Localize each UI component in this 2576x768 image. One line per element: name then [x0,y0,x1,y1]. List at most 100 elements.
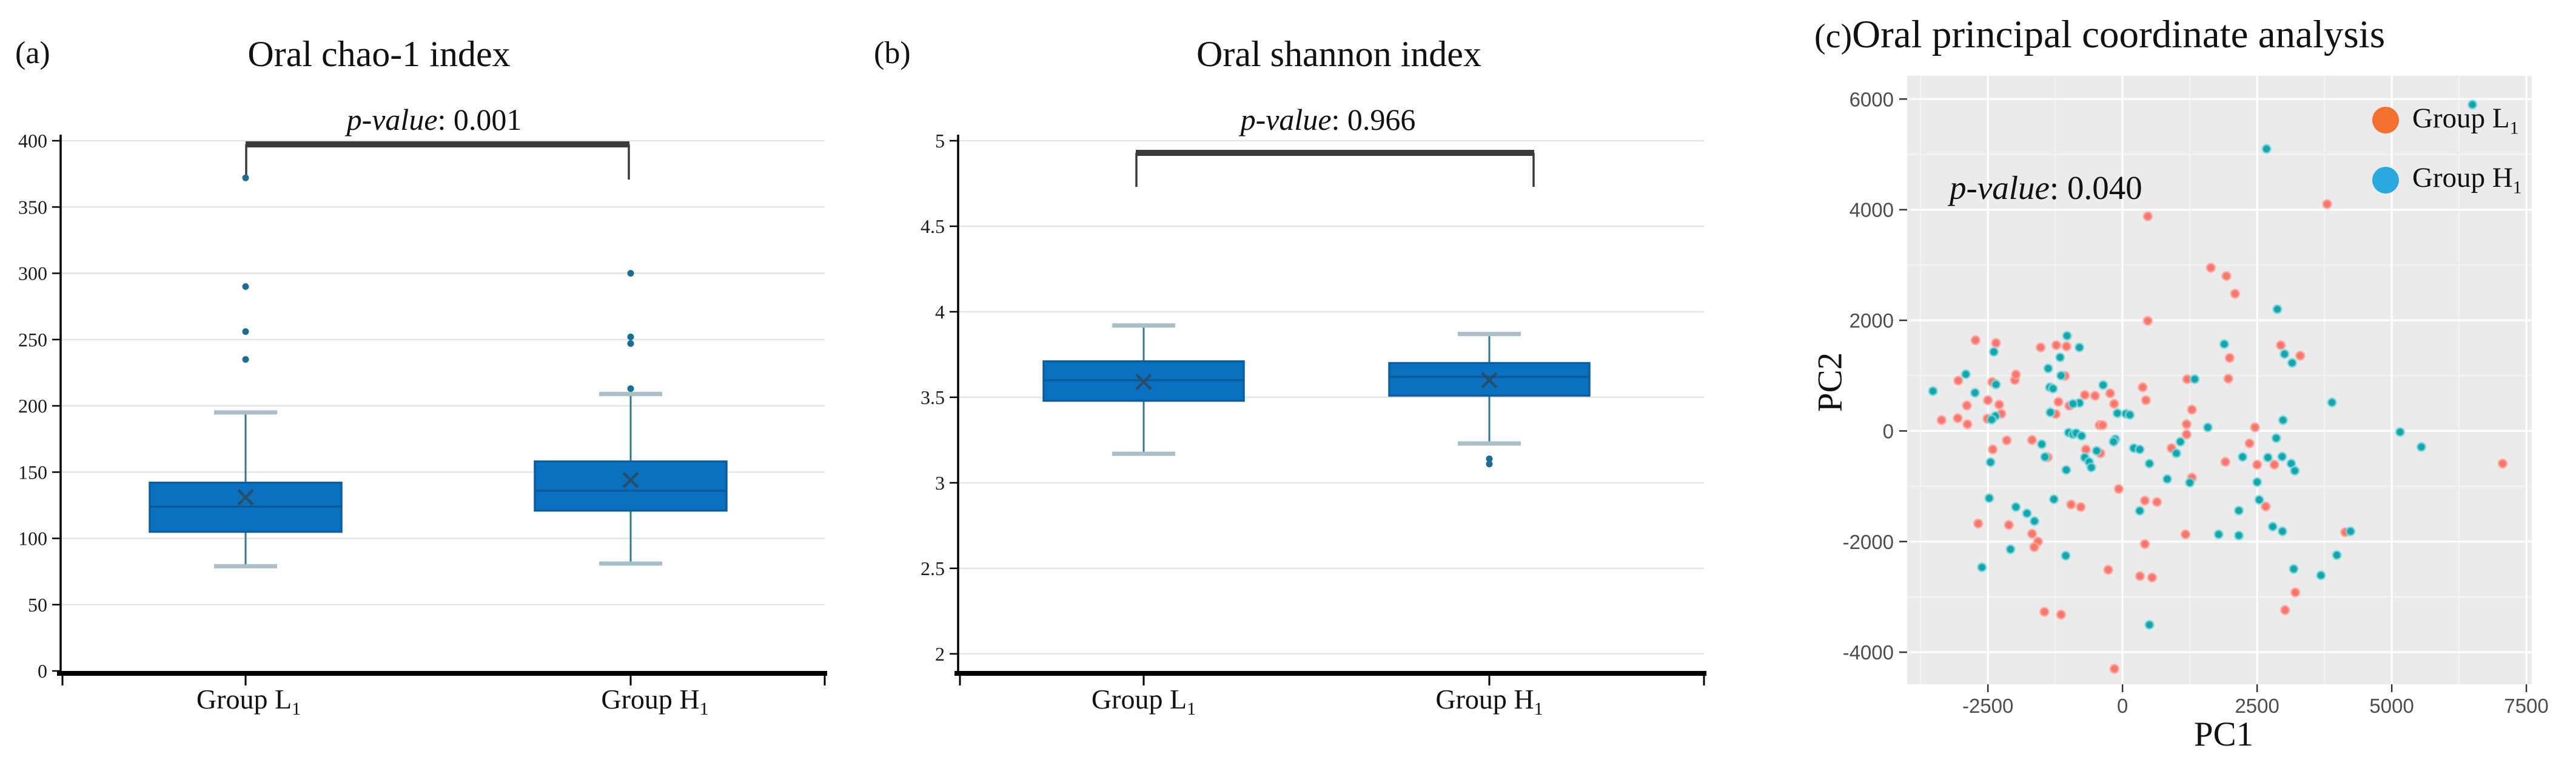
scatter-point-group-h1 [2416,442,2427,453]
scatter-point-group-l1 [2260,501,2272,512]
scatter-point-group-h1 [2134,444,2145,455]
legend-label-sub: 1 [2512,177,2522,198]
scatter-point-group-l1 [2224,352,2235,363]
scatter-point-group-h1 [2262,452,2273,463]
scatter-point-group-h1 [2056,370,2067,381]
scatter-point-group-l1 [2027,528,2038,539]
outlier-point [242,283,249,290]
scatter-point-group-h1 [1927,385,1939,397]
scatter-point-group-l1 [2102,564,2114,576]
scatter-point-group-h1 [2189,374,2200,385]
scatter-point-group-h1 [1976,562,1988,573]
scatter-point-group-h1 [2074,342,2085,353]
scatter-point-group-h1 [2144,458,2155,469]
x-tick-label: 5000 [2369,695,2413,717]
group-label-text: Group L [1091,684,1187,715]
scatter-point-group-l1 [1952,413,1964,424]
scatter-point-group-h1 [2326,397,2338,408]
y-tick-label: 6000 [1850,88,1894,110]
scatter-point-group-l1 [2001,435,2013,446]
legend-label: Group L1 [2412,102,2519,138]
panel-a-letter: (a) [15,36,50,70]
pcoa-scatter: -2500 0 2500 5000 7500 -4000 -2000 0 2000 4000 600… [1843,76,2549,717]
scatter-point-group-l1 [1982,395,1993,406]
scatter-point-group-l1 [2222,373,2234,384]
scatter-point-group-h1 [2289,465,2301,476]
scatter-point-group-h1 [1970,387,1981,399]
scatter-point-group-h1 [2010,502,2022,513]
y-tick-label: -2000 [1843,531,1894,553]
scatter-point-group-h1 [2213,529,2224,540]
scatter-point-group-l1 [2290,587,2301,598]
scatter-point-group-h1 [1988,346,1999,357]
panel-b-title: Oral shannon index [1196,34,1481,74]
scatter-point-group-h1 [2042,363,2054,374]
scatter-point-group-h1 [2005,544,2016,555]
scatter-point-group-l1 [2135,570,2145,582]
scatter-point-group-l1 [2065,499,2077,510]
p-label: p-value [1240,103,1332,136]
scatter-point-group-l1 [1990,337,2002,349]
scatter-point-group-h1 [2253,494,2265,505]
scatter-point-group-h1 [2315,570,2327,581]
scatter-point-group-h1 [2175,436,2186,447]
scatter-point-group-l1 [2079,389,2090,400]
p-value-text: : 0.966 [1331,103,1416,136]
legend-label-text: Group H [2412,162,2513,194]
scatter-point-group-l1 [2147,572,2158,583]
scatter-point-group-l1 [2181,429,2192,440]
scatter-point-group-l1 [1994,399,2005,410]
scatter-point-group-h1 [2060,550,2071,561]
panel-a-title: Oral chao-1 index [247,34,511,74]
mean-marker [1135,373,1152,391]
y-tick-label: 3 [935,472,945,494]
box [534,460,728,512]
scatter-point-group-h1 [2287,357,2298,368]
scatter-point-group-h1 [2039,451,2051,462]
outlier-point [242,174,249,181]
scatter-point-group-l1 [2097,420,2108,431]
scatter-point-group-h1 [2345,526,2356,537]
scatter-point-group-l1 [2279,605,2291,616]
panel-a-xlabel-group-l1: Group L1 [196,683,301,719]
pcoa-xaxis-label: PC1 [2193,715,2254,753]
scatter-point-group-h1 [2061,330,2073,342]
legend-dot-group-h1 [2372,166,2399,194]
group-label-sub: 1 [1534,699,1543,719]
scatter-point-group-h1 [1986,414,1997,425]
x-tick-label: 2500 [2235,695,2279,717]
scatter-point-group-l1 [2221,271,2232,281]
scatter-point-group-l1 [1953,375,1964,386]
scatter-point-group-l1 [2244,438,2255,449]
panel-b-xlabel-group-h1: Group H1 [1435,683,1543,719]
scatter-point-group-h1 [1985,457,1996,468]
shannon-boxplot: 2 2.5 3 3.5 4 4.5 5 [921,130,1706,685]
scatter-point-group-h1 [1961,369,1971,380]
panel-c-letter: (c) [1814,18,1853,55]
scatter-point-group-l1 [2497,458,2508,469]
outlier-point [242,328,249,335]
scatter-point-group-h1 [2061,464,2072,476]
y-tick-label: 200 [18,395,47,417]
scatter-point-group-h1 [2054,352,2065,363]
panel-b-pvalue: p-value: 0.966 [1241,102,1416,137]
scatter-point-group-h1 [2076,430,2087,442]
scatter-point-group-h1 [2279,348,2290,360]
scatter-point-group-h1 [2108,436,2119,447]
scatter-point-group-h1 [2202,422,2213,433]
y-tick-label: 2.5 [921,557,945,579]
scatter-point-group-h1 [2233,530,2244,541]
y-tick-label: 2 [935,643,945,665]
scatter-point-group-h1 [2124,409,2135,420]
mean-marker [622,471,639,488]
scatter-point-group-l1 [2186,404,2198,416]
y-tick-label: 250 [18,329,47,351]
scatter-point-group-l1 [2141,395,2152,406]
legend-label-text: Group L [2412,103,2510,134]
scatter-point-group-h1 [2021,508,2033,519]
group-label-sub: 1 [1187,699,1196,719]
group-label-sub: 1 [699,699,709,719]
scatter-point-group-l1 [1961,400,1973,411]
scatter-point-group-h1 [2276,451,2288,462]
